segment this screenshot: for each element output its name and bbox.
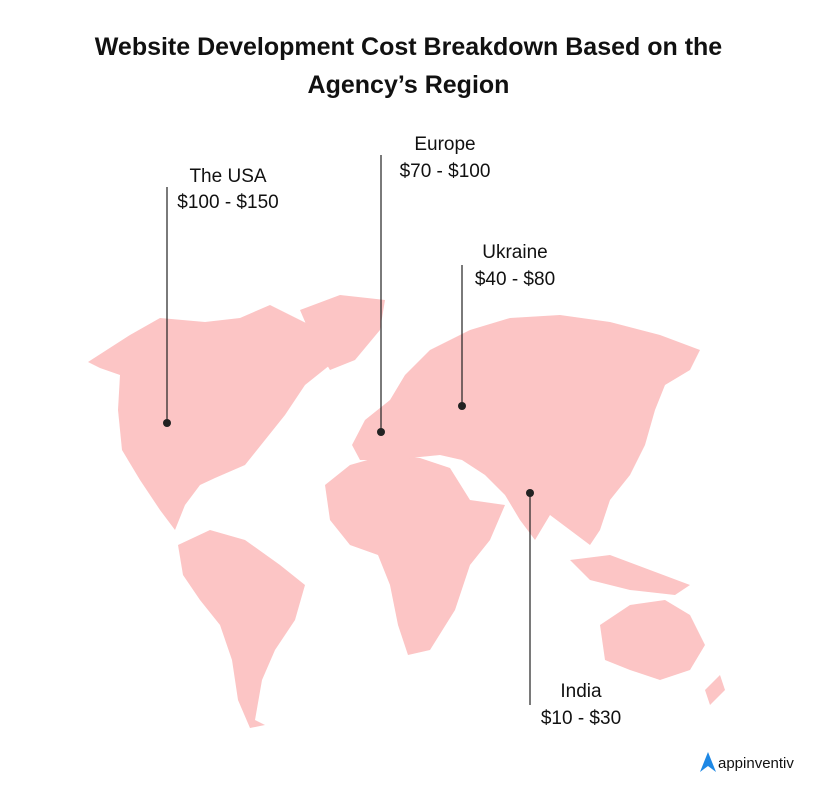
region-cost: $100 - $150 <box>177 192 278 213</box>
markers <box>163 402 534 497</box>
marker <box>163 419 171 427</box>
eurasia <box>352 315 700 545</box>
australia <box>600 600 705 680</box>
new-zealand <box>705 675 725 705</box>
north-america <box>88 305 350 530</box>
leader-lines <box>166 155 531 705</box>
region-name: India <box>560 681 602 702</box>
continents <box>88 295 725 728</box>
se-asia-islands <box>570 555 690 595</box>
marker <box>458 402 466 410</box>
region-name: The USA <box>189 166 266 187</box>
marker <box>377 428 385 436</box>
title: Website Development Cost Breakdown Based… <box>94 33 723 99</box>
south-america <box>178 530 305 728</box>
region-cost: $40 - $80 <box>475 269 555 290</box>
africa <box>325 455 505 655</box>
logo: appinventiv <box>718 755 794 772</box>
region-name: Ukraine <box>482 242 547 263</box>
greenland <box>300 295 385 370</box>
region-name: Europe <box>414 134 475 155</box>
logo-icon <box>700 752 716 772</box>
region-cost: $10 - $30 <box>541 708 621 729</box>
region-cost: $70 - $100 <box>400 161 491 182</box>
marker <box>526 489 534 497</box>
